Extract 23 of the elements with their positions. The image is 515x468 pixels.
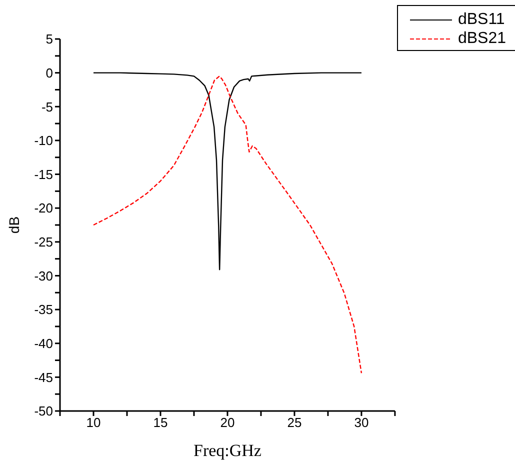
- y-tick-label: -50: [34, 404, 53, 419]
- y-tick-label: -35: [34, 302, 53, 318]
- x-axis-title: Freq:GHz: [193, 441, 262, 460]
- y-tick-label: -10: [34, 133, 53, 148]
- x-tick-label: 20: [220, 415, 235, 430]
- line-series: [92, 72, 362, 270]
- legend-label: dBS21: [458, 30, 506, 48]
- line-series: [92, 76, 362, 374]
- y-tick-label: -25: [34, 234, 53, 250]
- x-tick-label: 25: [287, 415, 302, 430]
- y-tick-label: -15: [34, 166, 53, 182]
- y-tick-label: -5: [41, 99, 53, 114]
- legend-label: dBS11: [458, 10, 505, 28]
- y-tick-label: 5: [46, 32, 53, 47]
- x-tick-label: 15: [153, 415, 168, 430]
- y-tick-label: -20: [34, 200, 53, 216]
- y-axis-title: dB: [6, 216, 22, 234]
- y-tick-label: 0: [46, 65, 53, 80]
- x-tick-label: 10: [86, 415, 101, 430]
- y-tick-label: -40: [34, 336, 53, 351]
- x-tick-label: 30: [354, 415, 369, 430]
- y-tick-label: -45: [34, 370, 53, 385]
- y-tick-label: -30: [34, 268, 53, 284]
